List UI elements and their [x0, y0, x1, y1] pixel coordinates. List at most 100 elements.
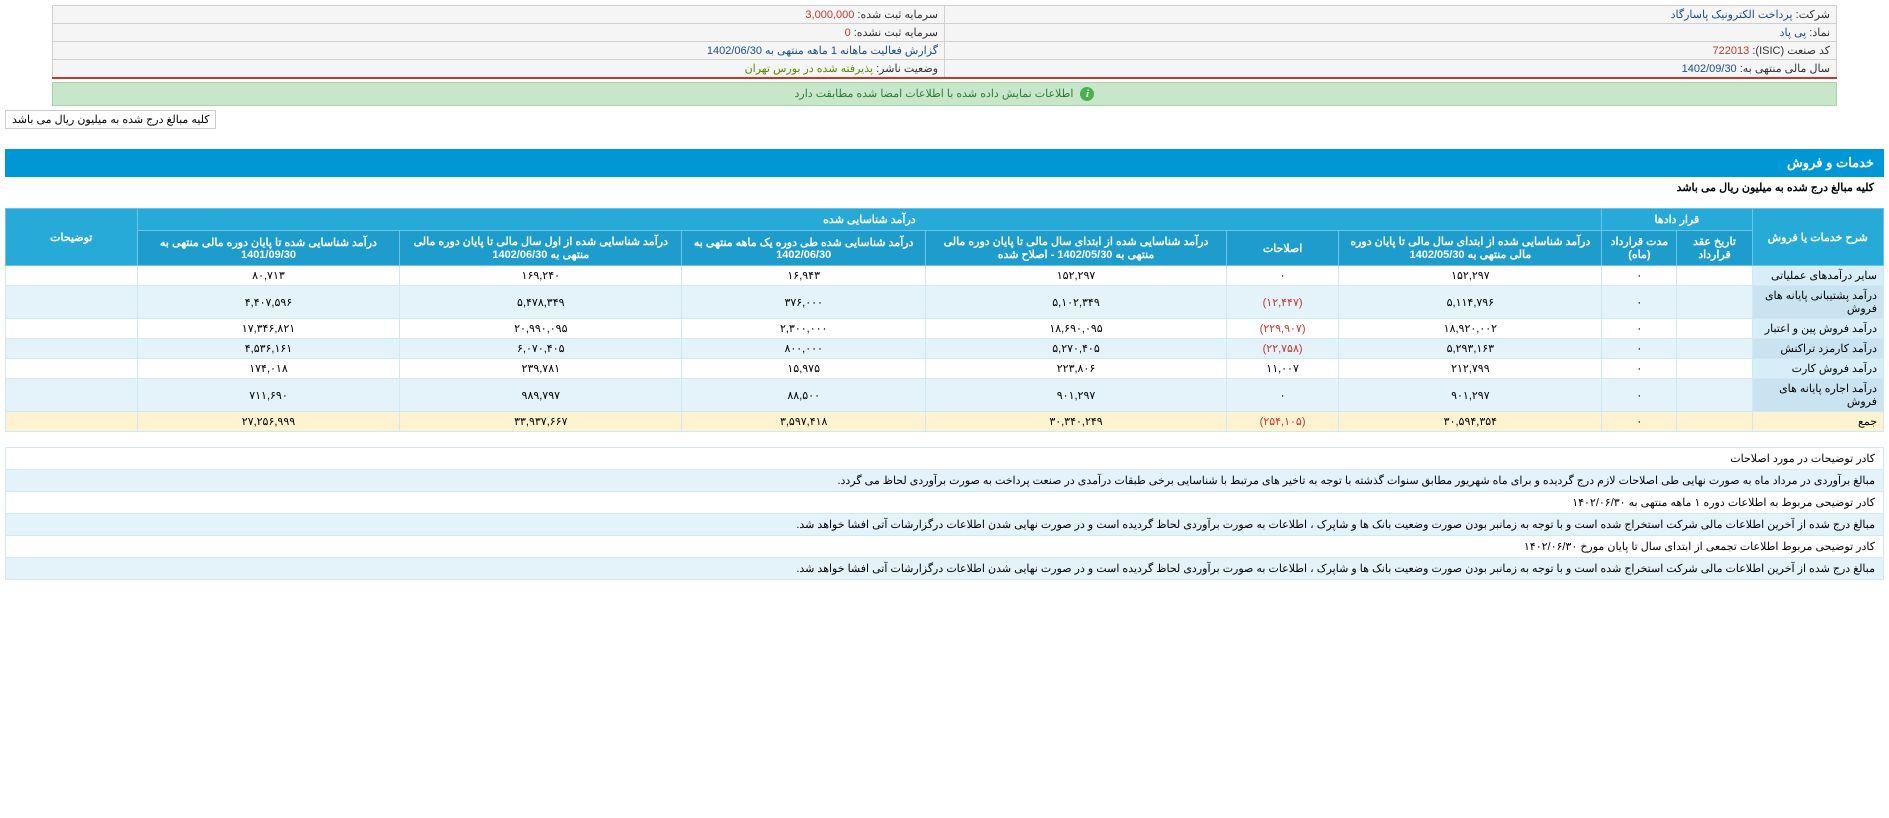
cell: ۱۵۲,۲۹۷	[926, 266, 1226, 286]
cell: ۴,۵۳۶,۱۶۱	[137, 339, 400, 359]
th-col1: درآمد شناسایی شده از ابتدای سال مالی تا …	[1339, 231, 1602, 266]
note-cell: کادر توضیحی مربوط اطلاعات تجمعی از ابتدا…	[6, 536, 1884, 558]
cell: ۲۱۲,۷۹۹	[1339, 359, 1602, 379]
cell	[6, 319, 138, 339]
cell: ۵,۱۰۲,۳۴۹	[926, 286, 1226, 319]
cell: درآمد فروش پین و اعتبار	[1752, 319, 1883, 339]
note-row: مبالغ برآوردی در مرداد ماه به صورت نهایی…	[6, 470, 1884, 492]
cell	[1677, 379, 1752, 412]
note-row: مبالغ درج شده از آخرین اطلاعات مالی شرکت…	[6, 514, 1884, 536]
cell: ۲۳۹,۷۸۱	[400, 359, 682, 379]
cell: ۱۷۴,۰۱۸	[137, 359, 400, 379]
th-col2: اصلاحات	[1226, 231, 1339, 266]
cell	[6, 359, 138, 379]
cell: ۳۳,۹۳۷,۶۶۷	[400, 412, 682, 432]
note-cell: کادر توضیحات در مورد اصلاحات	[6, 448, 1884, 470]
cell	[1677, 286, 1752, 319]
cell: ۹۸۹,۷۹۷	[400, 379, 682, 412]
cell: ۰	[1602, 319, 1677, 339]
cell	[1677, 266, 1752, 286]
cell: ۰	[1226, 379, 1339, 412]
cell	[6, 412, 138, 432]
cell: درآمد اجاره پایانه های فروش	[1752, 379, 1883, 412]
note-cell: مبالغ درج شده از آخرین اطلاعات مالی شرکت…	[6, 558, 1884, 580]
cell: ۸۰۰,۰۰۰	[682, 339, 926, 359]
notes-table: کادر توضیحات در مورد اصلاحاتمبالغ برآورد…	[5, 447, 1884, 580]
cell: ۱۶۹,۲۴۰	[400, 266, 682, 286]
cell: درآمد کارمزد تراکنش	[1752, 339, 1883, 359]
section-header: خدمات و فروش	[5, 149, 1884, 177]
table-row: جمع۰۳۰,۵۹۴,۳۵۴(۲۵۴,۱۰۵)۳۰,۳۴۰,۲۴۹۳,۵۹۷,۴…	[6, 412, 1884, 432]
th-col5: درآمد شناسایی شده از اول سال مالی تا پای…	[400, 231, 682, 266]
status-text: اطلاعات نمایش داده شده با اطلاعات امضا ش…	[795, 88, 1074, 100]
cell: ۵,۱۱۴,۷۹۶	[1339, 286, 1602, 319]
cell: ۲۰,۹۹۰,۰۹۵	[400, 319, 682, 339]
capital-unreg-value: 0	[845, 27, 851, 39]
cell: ۹۰۱,۲۹۷	[1339, 379, 1602, 412]
cell: (۱۲,۴۴۷)	[1226, 286, 1339, 319]
cell: ۰	[1602, 379, 1677, 412]
cell: ۵,۴۷۸,۳۴۹	[400, 286, 682, 319]
company-value: پرداخت الکترونیک پاسارگاد	[1671, 9, 1793, 21]
th-contracts: قرار دادها	[1602, 209, 1752, 231]
cell: ۱۸,۹۲۰,۰۰۲	[1339, 319, 1602, 339]
fiscal-value: 1402/09/30	[1682, 63, 1737, 75]
note-row: مبالغ درج شده از آخرین اطلاعات مالی شرکت…	[6, 558, 1884, 580]
cell: ۱۱,۰۰۷	[1226, 359, 1339, 379]
cell: ۸۰,۷۱۳	[137, 266, 400, 286]
cell	[6, 286, 138, 319]
cell: ۳۰,۵۹۴,۳۵۴	[1339, 412, 1602, 432]
note-row: کادر توضیحی مربوط به اطلاعات دوره ۱ ماهه…	[6, 492, 1884, 514]
cell: ۰	[1226, 266, 1339, 286]
cell: ۰	[1602, 359, 1677, 379]
th-recognized: درآمد شناسایی شده	[137, 209, 1602, 231]
note-row: کادر توضیحات در مورد اصلاحات	[6, 448, 1884, 470]
table-row: درآمد فروش پین و اعتبار۰۱۸,۹۲۰,۰۰۲(۲۲۹,۹…	[6, 319, 1884, 339]
cell	[1677, 359, 1752, 379]
table-row: درآمد پشتیبانی پایانه های فروش ۰۵,۱۱۴,۷۹۶…	[6, 286, 1884, 319]
th-col6: درآمد شناسایی شده تا پایان دوره مالی منت…	[137, 231, 400, 266]
cell: ۳,۵۹۷,۴۱۸	[682, 412, 926, 432]
note-cell: مبالغ برآوردی در مرداد ماه به صورت نهایی…	[6, 470, 1884, 492]
fiscal-label: سال مالی منتهی به:	[1740, 63, 1830, 75]
section-note: کلیه مبالغ درج شده به میلیون ریال می باش…	[5, 177, 1884, 198]
cell	[6, 379, 138, 412]
cell	[1677, 412, 1752, 432]
company-label: شرکت:	[1796, 9, 1830, 21]
cell: درآمد پشتیبانی پایانه های فروش	[1752, 286, 1883, 319]
cell: سایر درآمدهای عملیاتی	[1752, 266, 1883, 286]
cell: ۰	[1602, 266, 1677, 286]
cell: ۱۸,۶۹۰,۰۹۵	[926, 319, 1226, 339]
cell: ۲۲۳,۸۰۶	[926, 359, 1226, 379]
note-cell: مبالغ درج شده از آخرین اطلاعات مالی شرکت…	[6, 514, 1884, 536]
publisher-value: پذیرفته شده در بورس تهران	[745, 63, 873, 75]
cell: ۵,۲۷۰,۴۰۵	[926, 339, 1226, 359]
symbol-value: پی پاد	[1780, 27, 1807, 39]
cell: ۱۷,۳۴۶,۸۲۱	[137, 319, 400, 339]
symbol-label: نماد:	[1809, 27, 1830, 39]
unit-note-top: کلیه مبالغ درج شده به میلیون ریال می باش…	[5, 110, 216, 129]
cell	[6, 266, 138, 286]
cell: (۲۲,۷۵۸)	[1226, 339, 1339, 359]
th-explain: توضیحات	[6, 209, 138, 266]
publisher-label: وضعیت ناشر:	[876, 63, 938, 75]
note-row: کادر توضیحی مربوط اطلاعات تجمعی از ابتدا…	[6, 536, 1884, 558]
cell: ۱۵,۹۷۵	[682, 359, 926, 379]
cell: ۵,۲۹۳,۱۶۳	[1339, 339, 1602, 359]
cell: ۱۶,۹۴۳	[682, 266, 926, 286]
info-icon: i	[1080, 87, 1094, 101]
cell: ۰	[1602, 286, 1677, 319]
table-row: درآمد اجاره پایانه های فروش۰۹۰۱,۲۹۷۰۹۰۱,…	[6, 379, 1884, 412]
table-row: درآمد کارمزد تراکنش ۰۵,۲۹۳,۱۶۳(۲۲,۷۵۸)۵,۲…	[6, 339, 1884, 359]
cell: ۷۱۱,۶۹۰	[137, 379, 400, 412]
cell: درآمد فروش کارت	[1752, 359, 1883, 379]
capital-reg-label: سرمایه ثبت شده:	[857, 9, 938, 21]
cell: جمع	[1752, 412, 1883, 432]
th-col3: درآمد شناسایی شده از ابتدای سال مالی تا …	[926, 231, 1226, 266]
cell	[1677, 319, 1752, 339]
cell: ۰	[1602, 339, 1677, 359]
table-row: درآمد فروش کارت ۰۲۱۲,۷۹۹۱۱,۰۰۷۲۲۳,۸۰۶۱۵,۹…	[6, 359, 1884, 379]
cell: ۳۰,۳۴۰,۲۴۹	[926, 412, 1226, 432]
capital-unreg-label: سرمایه ثبت نشده:	[854, 27, 938, 39]
cell: ۸۸,۵۰۰	[682, 379, 926, 412]
